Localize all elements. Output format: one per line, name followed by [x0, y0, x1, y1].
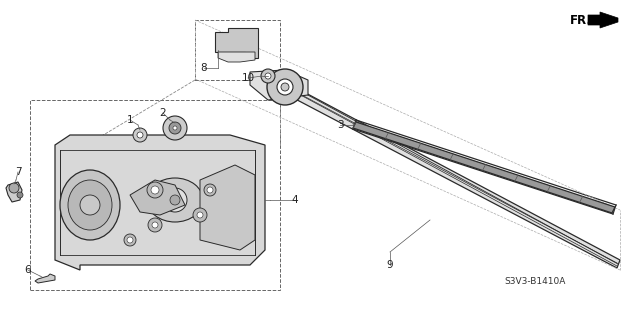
Ellipse shape	[9, 183, 19, 193]
Ellipse shape	[151, 186, 159, 194]
Text: 4: 4	[292, 195, 298, 205]
Ellipse shape	[60, 170, 120, 240]
Ellipse shape	[68, 180, 112, 230]
Text: 6: 6	[25, 265, 31, 275]
Text: 1: 1	[127, 115, 133, 125]
Ellipse shape	[152, 222, 158, 228]
Polygon shape	[282, 82, 620, 268]
Polygon shape	[250, 70, 308, 100]
Text: 7: 7	[15, 167, 21, 177]
Text: 3: 3	[337, 120, 343, 130]
Text: 2: 2	[160, 108, 166, 118]
Polygon shape	[218, 52, 255, 62]
Ellipse shape	[193, 208, 207, 222]
Ellipse shape	[267, 69, 303, 105]
Text: 10: 10	[241, 73, 255, 83]
Polygon shape	[130, 180, 185, 215]
Text: 9: 9	[387, 260, 394, 270]
Ellipse shape	[124, 234, 136, 246]
Ellipse shape	[147, 178, 203, 222]
Polygon shape	[35, 274, 55, 283]
Polygon shape	[55, 135, 265, 270]
Bar	[195, 20, 280, 80]
Text: FR.: FR.	[570, 14, 592, 28]
Ellipse shape	[281, 83, 289, 91]
Ellipse shape	[133, 128, 147, 142]
Ellipse shape	[173, 126, 177, 130]
Text: 8: 8	[201, 63, 207, 73]
Ellipse shape	[148, 218, 162, 232]
Bar	[30, 100, 280, 290]
Ellipse shape	[265, 73, 271, 79]
Ellipse shape	[277, 79, 293, 95]
Ellipse shape	[137, 132, 143, 138]
Ellipse shape	[204, 184, 216, 196]
Ellipse shape	[147, 182, 163, 198]
Text: S3V3-B1410A: S3V3-B1410A	[504, 277, 566, 286]
Polygon shape	[6, 182, 22, 202]
Ellipse shape	[80, 195, 100, 215]
Ellipse shape	[261, 69, 275, 83]
Ellipse shape	[170, 195, 180, 205]
Polygon shape	[200, 165, 255, 250]
Ellipse shape	[207, 187, 213, 193]
Ellipse shape	[163, 188, 187, 212]
Ellipse shape	[127, 237, 133, 243]
Ellipse shape	[169, 122, 181, 134]
Polygon shape	[215, 28, 258, 58]
Ellipse shape	[197, 212, 203, 218]
Ellipse shape	[163, 116, 187, 140]
Ellipse shape	[17, 192, 23, 198]
Polygon shape	[353, 122, 615, 213]
Polygon shape	[588, 12, 618, 28]
